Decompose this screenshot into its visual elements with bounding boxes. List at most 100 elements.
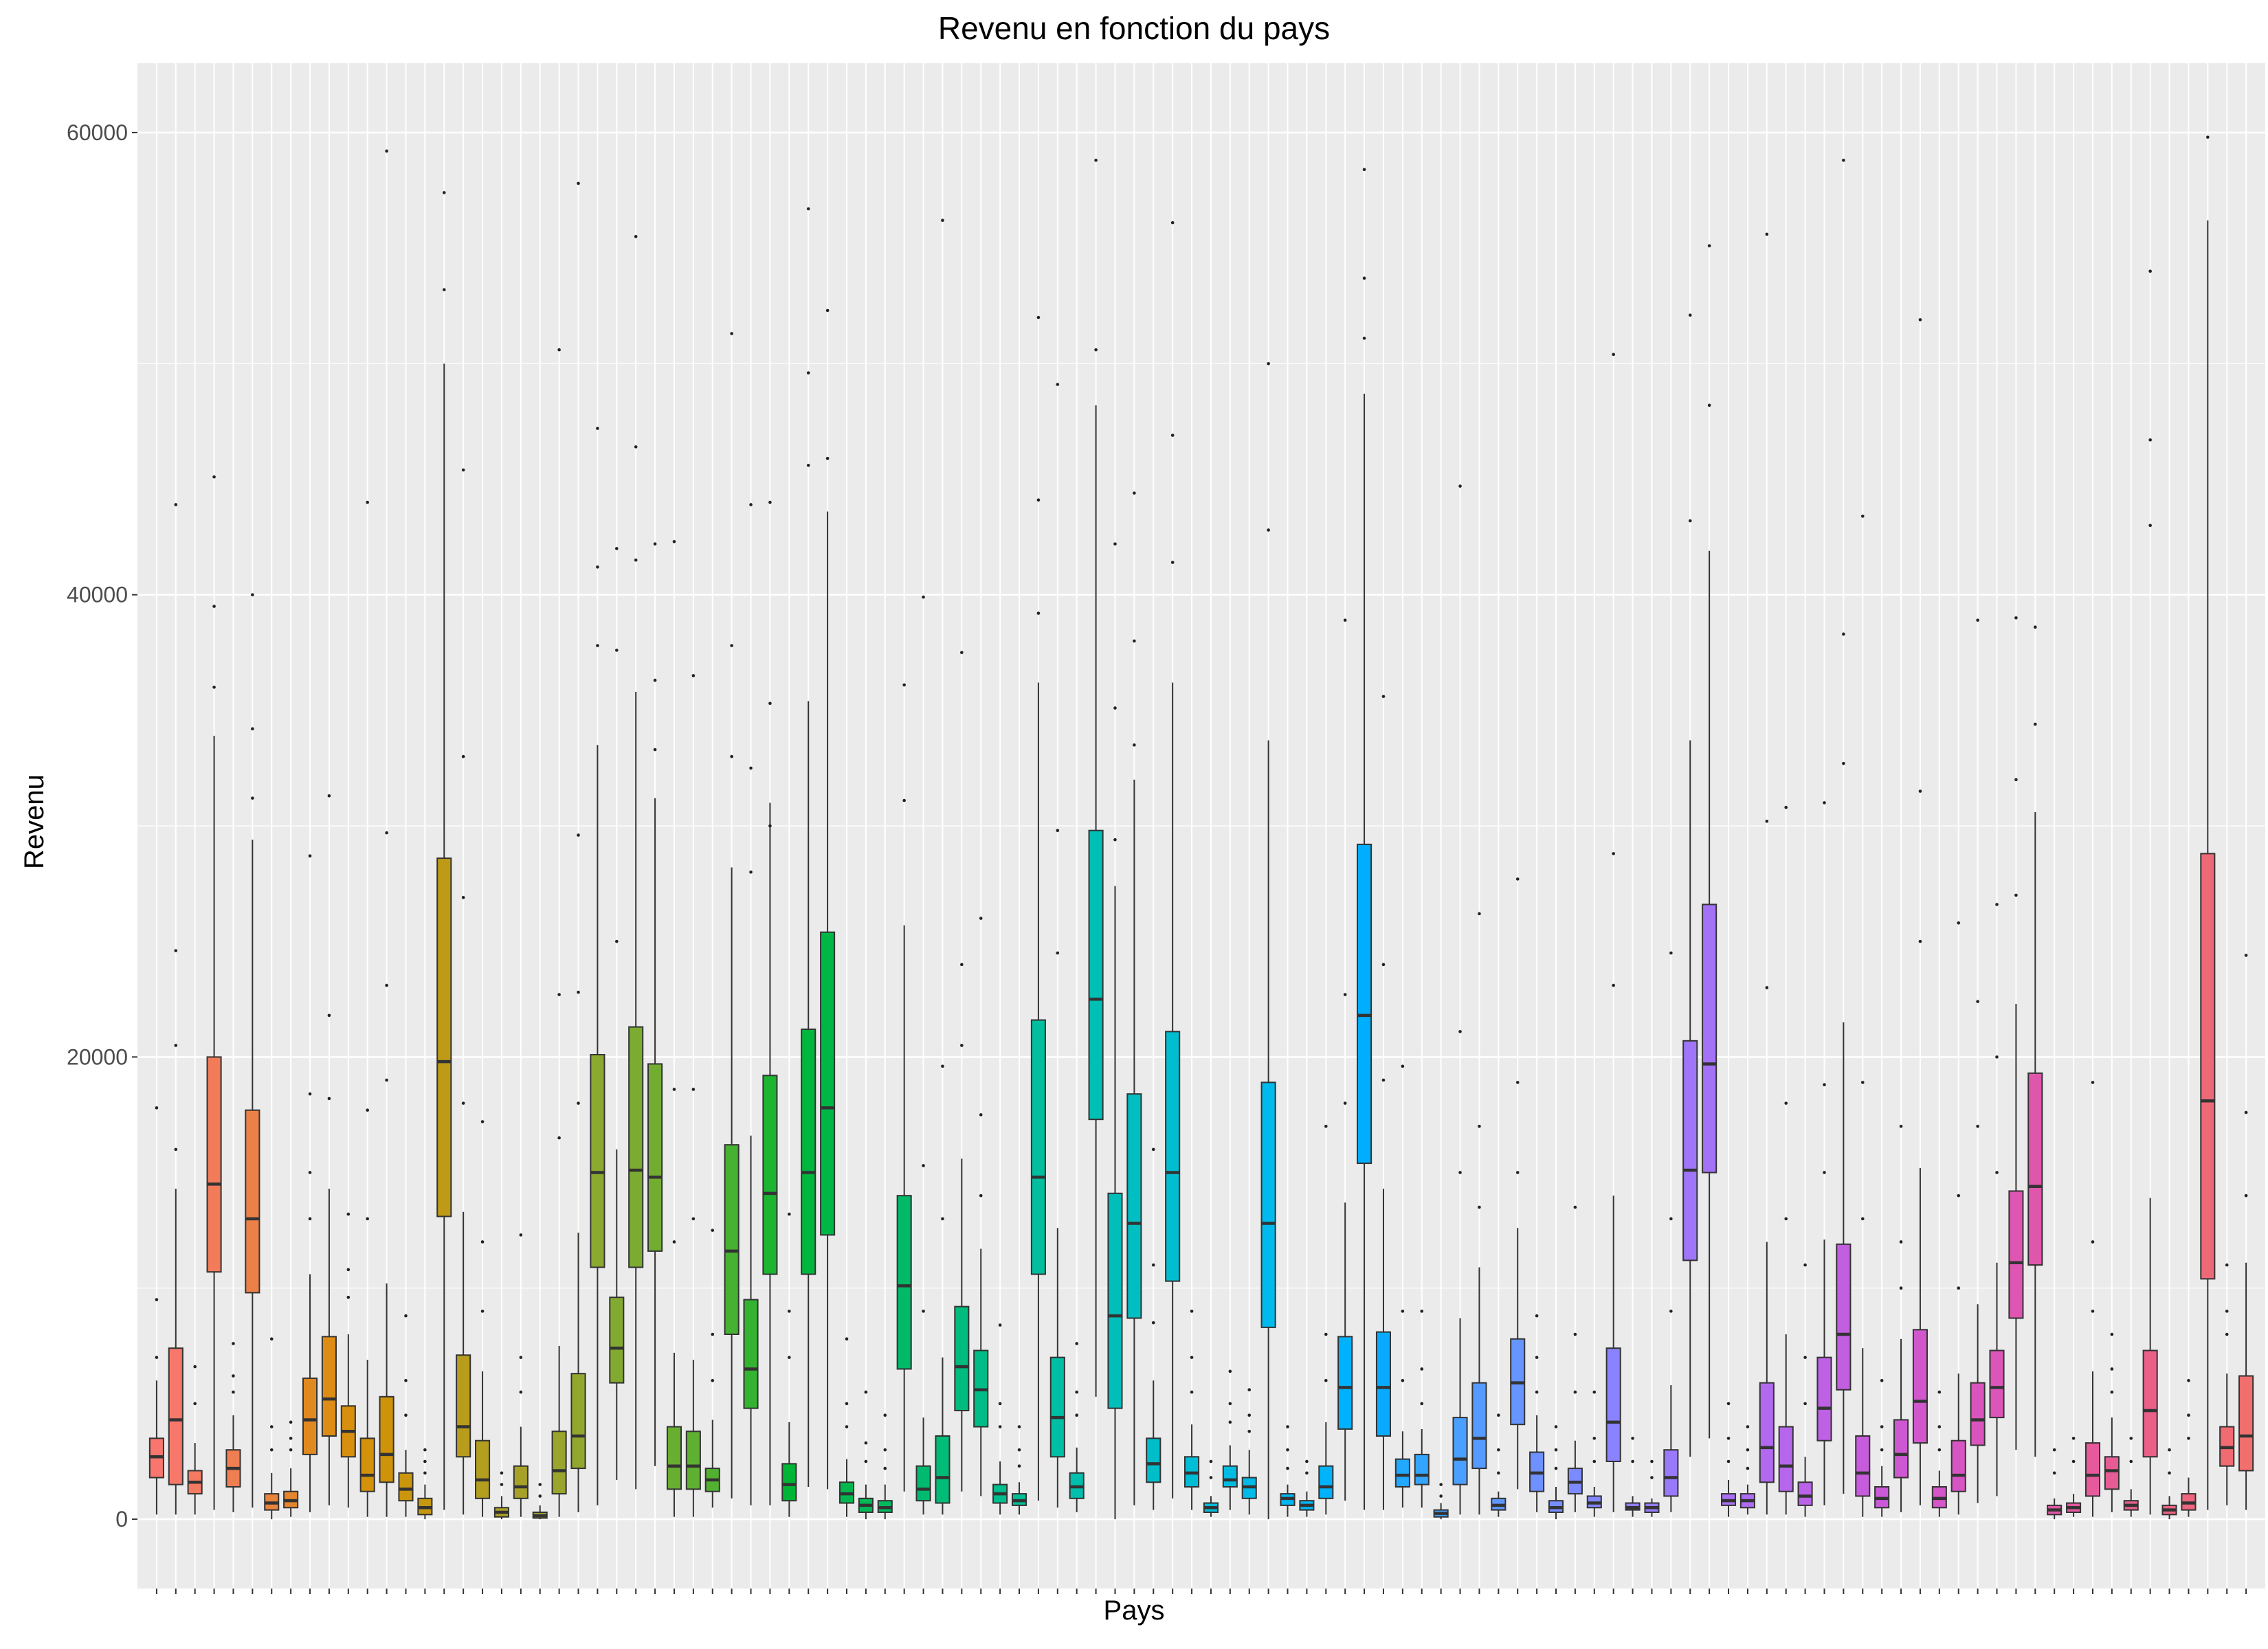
outlier-point [1056,383,1060,386]
box-group [743,503,759,1505]
outlier-point [1036,315,1041,319]
outlier-point [1554,1425,1558,1428]
outlier-point [902,683,906,687]
outlier-point [1976,1124,1979,1128]
outlier-point [1247,1429,1252,1433]
box [1165,1031,1181,1282]
outlier-point [922,1164,925,1167]
outlier-point [1190,1390,1194,1394]
box-group [1586,1390,1602,1517]
outlier-point [596,644,599,647]
y-tick-label: 0 [115,1507,128,1532]
outlier-point [1478,1205,1481,1209]
outlier-point [2168,1471,2171,1475]
box-group [1663,951,1679,1512]
box-group [1893,1124,1909,1512]
outlier-point [672,1088,676,1091]
box [666,1426,682,1490]
outlier-point [1515,1081,1520,1084]
box-group [187,1365,203,1515]
box [1375,1331,1392,1437]
box-group [1855,514,1871,1517]
outlier-point [1976,1000,1979,1003]
box-group [2123,1437,2139,1517]
box [1989,1349,2005,1419]
outlier-point [1228,1402,1232,1406]
outlier-point [193,1365,197,1369]
outlier-point [2052,1471,2056,1475]
outlier-point [768,824,772,828]
box [2104,1456,2120,1490]
outlier-point [1151,1321,1155,1325]
outlier-point [2091,1240,2095,1244]
outlier-point [461,754,465,759]
box [2238,1375,2254,1472]
outlier-point [1573,1390,1577,1394]
box-group [532,1483,548,1520]
outlier-point [1036,612,1041,615]
outlier-point [577,990,580,994]
box [1950,1439,1966,1492]
outlier-point [423,1448,427,1452]
outlier-point [1113,542,1117,546]
outlier-point [1823,1171,1826,1174]
outlier-point [1515,877,1520,881]
box-group [2027,625,2043,1457]
outlier-point [500,1483,504,1486]
box-group [2047,1448,2063,1520]
outlier-point [1094,348,1098,352]
outlier-point [1497,1448,1500,1452]
outlier-point [596,427,599,430]
box [724,1144,740,1335]
y-tick-label: 60000 [67,120,128,145]
box-group [1836,158,1852,1494]
outlier-point [404,1314,408,1318]
box [398,1472,414,1502]
boxes-layer [148,135,2254,1520]
outlier-point [788,1212,791,1216]
outlier-point [2225,1332,2229,1336]
outlier-point [1650,1476,1654,1479]
outlier-point [1823,1083,1826,1087]
outlier-point [327,1097,331,1101]
outlier-point [1286,1425,1289,1428]
box [1414,1453,1430,1485]
box-group [838,1337,855,1517]
outlier-point [979,917,983,920]
outlier-point [1803,1356,1807,1359]
outlier-point [1036,498,1041,502]
box-group [2066,1437,2082,1517]
outlier-point [346,1295,351,1299]
outlier-point [1631,1437,1634,1440]
outlier-point [1784,1101,1788,1105]
outlier-point [269,1425,274,1428]
outlier-point [2110,1367,2114,1371]
outlier-point [480,1310,485,1313]
outlier-point [2148,269,2152,273]
outlier-point [806,207,810,211]
box-group [1318,1124,1334,1515]
outlier-point [1918,939,1922,943]
outlier-point [1381,695,1386,698]
box [456,1354,471,1458]
outlier-point [2091,1310,2095,1313]
box-group [877,1413,893,1520]
box-group [1874,1378,1890,1517]
outlier-point [289,1437,293,1440]
box [475,1439,491,1499]
box [1107,1192,1123,1409]
outlier-point [1190,1356,1194,1359]
y-tick-label: 40000 [67,583,128,607]
y-tick-label: 20000 [67,1044,128,1069]
box-group [1644,1459,1660,1517]
outlier-point [1113,838,1117,842]
box-group [225,1342,241,1512]
outlier-point [1381,1078,1386,1082]
outlier-point [174,503,178,506]
outlier-point [960,1044,964,1047]
outlier-point [1515,1171,1520,1174]
outlier-point [922,595,925,599]
outlier-point [1860,1217,1865,1221]
outlier-point [1899,1286,1903,1290]
outlier-point [1478,912,1481,916]
